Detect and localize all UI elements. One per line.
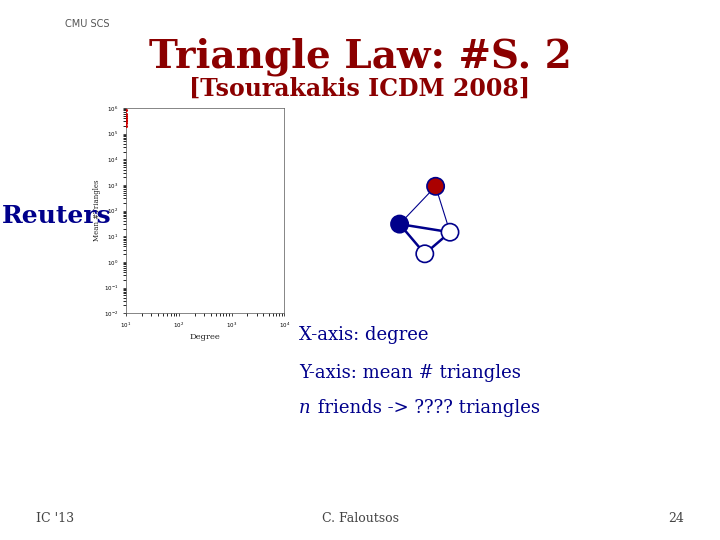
Text: X-axis: degree: X-axis: degree bbox=[299, 326, 428, 344]
Point bbox=[120, 122, 132, 130]
Text: Triangle Law: #S. 2: Triangle Law: #S. 2 bbox=[148, 37, 572, 76]
Text: friends -> ???? triangles: friends -> ???? triangles bbox=[312, 399, 540, 417]
Text: Y-axis: mean # triangles: Y-axis: mean # triangles bbox=[299, 363, 521, 382]
Text: Reuters: Reuters bbox=[2, 204, 112, 228]
Point bbox=[120, 111, 132, 120]
Text: IC '13: IC '13 bbox=[36, 512, 74, 525]
Text: 24: 24 bbox=[668, 512, 684, 525]
X-axis label: Degree: Degree bbox=[190, 333, 220, 341]
Point bbox=[120, 110, 132, 118]
Text: n: n bbox=[299, 399, 310, 417]
Point bbox=[120, 116, 132, 124]
Point bbox=[120, 114, 132, 123]
Point bbox=[120, 117, 132, 126]
Text: CMU SCS: CMU SCS bbox=[65, 19, 109, 29]
Text: C. Faloutsos: C. Faloutsos bbox=[322, 512, 398, 525]
Text: [Tsourakakis ICDM 2008]: [Tsourakakis ICDM 2008] bbox=[189, 77, 531, 101]
Point bbox=[120, 106, 132, 115]
Point bbox=[120, 119, 132, 128]
Y-axis label: Mean #Triangles: Mean #Triangles bbox=[93, 180, 102, 241]
